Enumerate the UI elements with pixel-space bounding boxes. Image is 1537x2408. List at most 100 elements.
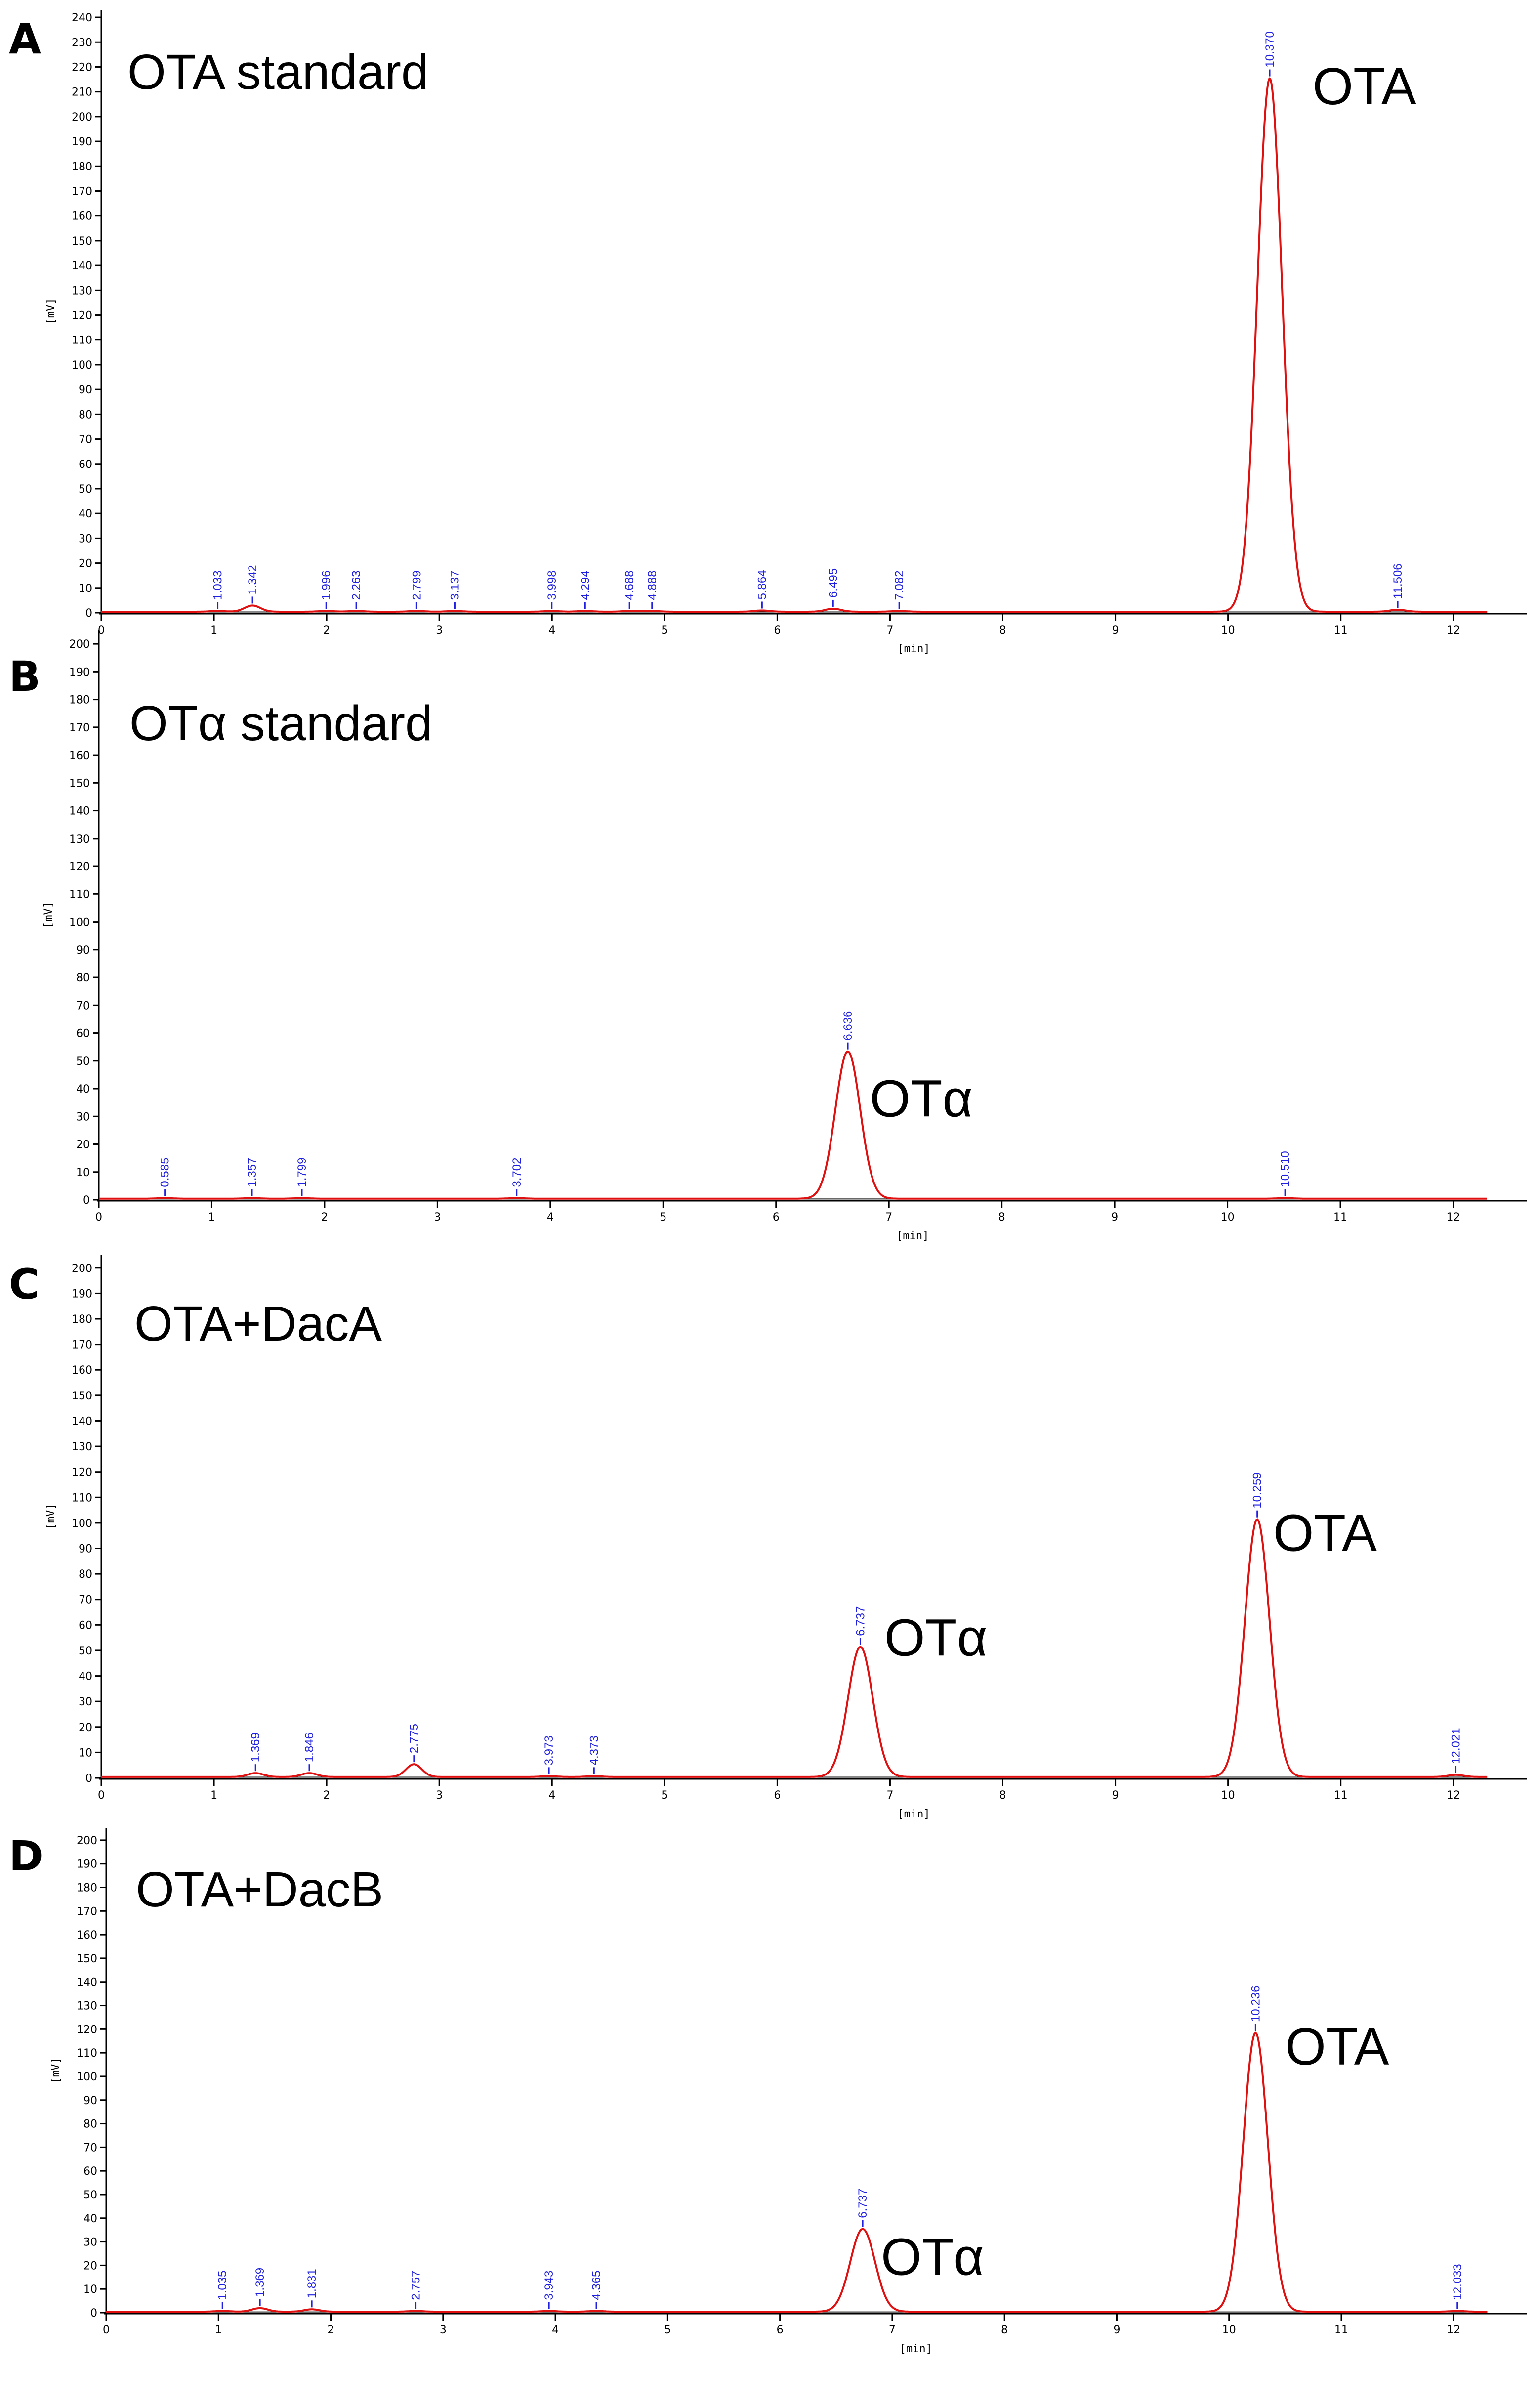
y-tick-label: 70 xyxy=(79,1594,92,1606)
panel-title: OTα standard xyxy=(129,696,433,751)
y-tick-label: 90 xyxy=(76,944,90,957)
y-tick-label: 150 xyxy=(72,1390,92,1402)
y-tick-label: 60 xyxy=(79,1619,92,1632)
y-tick-label: 190 xyxy=(72,136,92,148)
peak-retention-label: 1.831 xyxy=(305,2269,319,2298)
x-tick-label: 10 xyxy=(1221,624,1235,636)
y-tick-label: 20 xyxy=(79,558,92,570)
peak-retention-label: 1.369 xyxy=(253,2268,267,2297)
x-tick-label: 7 xyxy=(886,624,893,636)
y-tick-label: 0 xyxy=(83,1194,90,1207)
y-tick-label: 180 xyxy=(77,1882,97,1895)
y-tick-label: 20 xyxy=(76,1139,90,1151)
peak-retention-label: 10.370 xyxy=(1263,31,1277,67)
y-tick-label: 0 xyxy=(90,2307,97,2320)
x-tick-label: 3 xyxy=(436,624,443,636)
x-tick-label: 3 xyxy=(434,1211,441,1224)
y-tick-label: 90 xyxy=(79,1543,92,1556)
panel-letter: D xyxy=(9,1832,43,1880)
y-tick-label: 190 xyxy=(69,666,90,678)
x-tick-label: 3 xyxy=(440,2324,447,2336)
peak-retention-label: 1.369 xyxy=(249,1732,262,1762)
peak-retention-label: 2.263 xyxy=(350,570,363,600)
y-tick-label: 110 xyxy=(77,2047,97,2060)
peak-retention-label: 6.737 xyxy=(856,2189,870,2218)
y-tick-label: 120 xyxy=(77,2024,97,2036)
peak-retention-label: 1.996 xyxy=(320,570,333,600)
y-axis-label: [mV] xyxy=(50,2058,62,2084)
x-tick-label: 9 xyxy=(1112,1789,1119,1802)
y-tick-label: 150 xyxy=(72,235,92,248)
x-tick-label: 9 xyxy=(1112,624,1119,636)
y-tick-label: 150 xyxy=(77,1953,97,1965)
x-tick-label: 6 xyxy=(777,2324,784,2336)
compound-annotation: OTA xyxy=(1285,2018,1389,2076)
panel-letter: C xyxy=(9,1260,40,1309)
y-tick-label: 20 xyxy=(83,2260,97,2272)
y-tick-label: 150 xyxy=(69,777,90,790)
y-tick-label: 130 xyxy=(72,285,92,297)
peak-retention-label: 1.357 xyxy=(246,1158,259,1187)
x-tick-label: 11 xyxy=(1334,2324,1348,2336)
peak-retention-label: 6.737 xyxy=(854,1606,867,1636)
x-tick-label: 12 xyxy=(1447,624,1460,636)
peak-retention-label: 3.973 xyxy=(542,1735,556,1765)
x-tick-label: 5 xyxy=(664,2324,671,2336)
y-tick-label: 130 xyxy=(72,1441,92,1453)
y-tick-label: 30 xyxy=(83,2237,97,2249)
x-tick-label: 7 xyxy=(886,1789,893,1802)
y-tick-label: 70 xyxy=(76,1000,90,1012)
chromatogram-trace xyxy=(106,2031,1488,2313)
y-tick-label: 170 xyxy=(69,722,90,734)
y-tick-label: 40 xyxy=(79,508,92,520)
peak-retention-label: 4.294 xyxy=(579,570,592,600)
peak-retention-label: 1.342 xyxy=(246,565,259,594)
x-tick-label: 4 xyxy=(547,1211,554,1224)
peak-retention-label: 3.998 xyxy=(545,570,559,600)
y-tick-label: 120 xyxy=(69,861,90,873)
peak-retention-label: 10.510 xyxy=(1279,1151,1292,1187)
y-tick-label: 80 xyxy=(79,1568,92,1581)
peak-retention-label: 6.636 xyxy=(841,1011,855,1041)
y-tick-label: 220 xyxy=(72,61,92,74)
peak-retention-label: 0.585 xyxy=(159,1158,172,1187)
peak-retention-label: 4.888 xyxy=(646,570,659,600)
panel-letter: B xyxy=(9,652,41,701)
peak-retention-label: 3.702 xyxy=(510,1158,524,1187)
y-axis-label: [mV] xyxy=(45,1504,57,1530)
panel-c: COTA+DacA0102030405060708090100110120130… xyxy=(9,1255,1527,1820)
y-tick-label: 40 xyxy=(79,1671,92,1683)
y-tick-label: 30 xyxy=(79,533,92,545)
y-tick-label: 200 xyxy=(72,111,92,124)
y-tick-label: 20 xyxy=(79,1722,92,1734)
peak-retention-label: 2.757 xyxy=(410,2271,423,2300)
peak-retention-label: 1.846 xyxy=(303,1732,316,1762)
peak-retention-label: 10.259 xyxy=(1251,1472,1264,1508)
x-tick-label: 8 xyxy=(1001,2324,1008,2336)
panel-d: DOTA+DacB0102030405060708090100110120130… xyxy=(9,1828,1527,2355)
y-tick-label: 180 xyxy=(69,694,90,707)
y-tick-label: 10 xyxy=(76,1167,90,1179)
y-tick-label: 170 xyxy=(72,186,92,198)
y-tick-label: 140 xyxy=(72,1415,92,1428)
y-tick-label: 30 xyxy=(76,1111,90,1123)
peak-retention-label: 10.236 xyxy=(1249,1986,1262,2022)
x-tick-label: 4 xyxy=(548,1789,555,1802)
peak-retention-label: 12.033 xyxy=(1451,2264,1464,2300)
x-tick-label: 1 xyxy=(215,2324,222,2336)
peak-retention-label: 1.035 xyxy=(216,2271,229,2300)
y-tick-label: 0 xyxy=(85,607,92,620)
y-axis-label: [mV] xyxy=(42,902,55,928)
x-tick-label: 4 xyxy=(548,624,555,636)
x-tick-label: 10 xyxy=(1221,1789,1235,1802)
y-tick-label: 160 xyxy=(77,1929,97,1942)
x-tick-label: 7 xyxy=(885,1211,892,1224)
x-tick-label: 6 xyxy=(773,1211,780,1224)
y-tick-label: 230 xyxy=(72,37,92,49)
y-tick-label: 10 xyxy=(79,583,92,595)
peak-retention-label: 2.775 xyxy=(408,1724,421,1753)
x-tick-label: 11 xyxy=(1334,624,1348,636)
x-tick-label: 0 xyxy=(95,1211,102,1224)
x-tick-label: 2 xyxy=(321,1211,328,1224)
y-tick-label: 80 xyxy=(79,409,92,421)
